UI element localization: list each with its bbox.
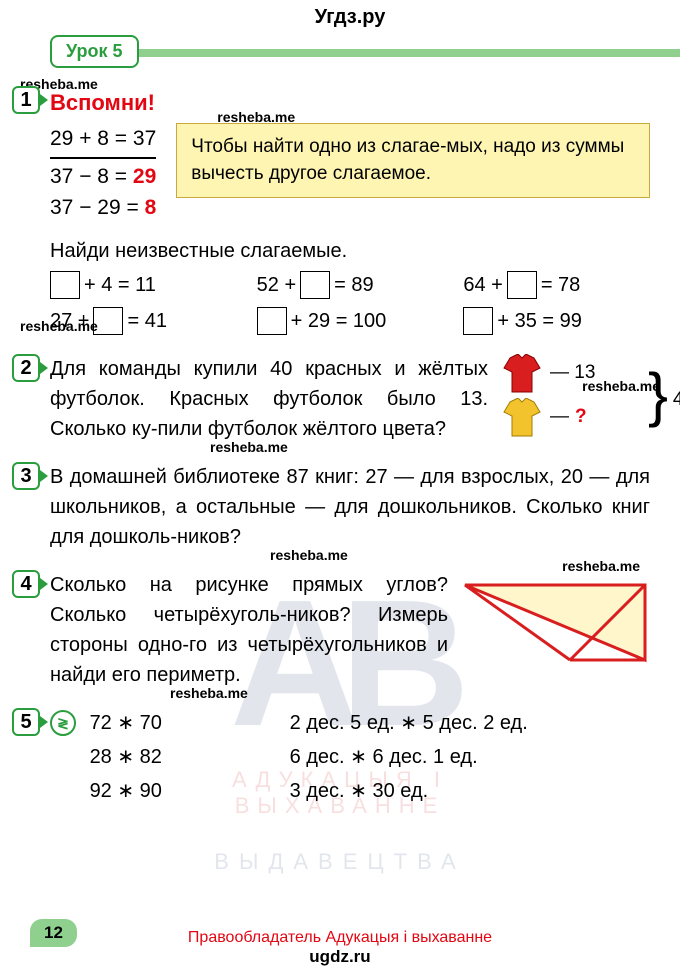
- divider: [50, 49, 680, 57]
- blank-input[interactable]: [300, 271, 330, 299]
- footer-copyright: Правообладатель Адукацыя і выхаванне: [0, 929, 680, 947]
- compare-grid: 72 ∗ 702 дес. 5 ед. ∗ 5 дес. 2 ед. 28 ∗ …: [90, 708, 528, 806]
- task-number: 1: [12, 86, 48, 114]
- shirt-yellow-icon: [500, 398, 544, 438]
- task-number: 5: [12, 708, 48, 736]
- lesson-bar: Урок 5: [50, 35, 650, 68]
- blank-input[interactable]: [257, 307, 287, 335]
- task-number: 3: [12, 462, 48, 490]
- blank-input[interactable]: [507, 271, 537, 299]
- task-number: 2: [12, 354, 48, 382]
- footer-site: ugdz.ru: [0, 947, 680, 967]
- shirt-red-icon: [500, 354, 544, 394]
- task-text: В домашней библиотеке 87 книг: 27 — для …: [50, 462, 650, 552]
- recall-title: Вспомни!: [50, 86, 650, 119]
- equation-grid: + 4 = 11 52 + = 89 64 + = 78 27 + = 41 +…: [50, 270, 650, 336]
- task-text: Для команды купили 40 красных и жёлтых ф…: [50, 354, 488, 444]
- instruction: Найди неизвестные слагаемые.: [50, 236, 650, 266]
- task-3: 3 В домашней библиотеке 87 книг: 27 — дл…: [50, 462, 650, 552]
- shirt-diagram: — 13 — ? } 40: [500, 354, 650, 444]
- quadrilateral-figure: [460, 580, 650, 670]
- task-5: 5 ≷ 72 ∗ 702 дес. 5 ед. ∗ 5 дес. 2 ед. 2…: [50, 708, 650, 806]
- lesson-label: Урок 5: [50, 35, 139, 68]
- site-header: Угдз.ру: [50, 0, 650, 35]
- task-text: Сколько на рисунке прямых углов? Сколько…: [50, 570, 448, 690]
- blank-input[interactable]: [463, 307, 493, 335]
- task-number: 4: [12, 570, 48, 598]
- hint-box: resheba.me Чтобы найти одно из слагае-мы…: [176, 123, 650, 198]
- task-2: 2 Для команды купили 40 красных и жёлтых…: [50, 354, 650, 444]
- task-1: 1 Вспомни! 29 + 8 = 37 37 − 8 = 29 37 − …: [50, 86, 650, 336]
- task-4: 4 resheba.me Сколько на рисунке прямых у…: [50, 570, 650, 690]
- blank-input[interactable]: [50, 271, 80, 299]
- example-equations: 29 + 8 = 37 37 − 8 = 29 37 − 29 = 8: [50, 123, 156, 224]
- compare-icon: ≷: [50, 710, 76, 736]
